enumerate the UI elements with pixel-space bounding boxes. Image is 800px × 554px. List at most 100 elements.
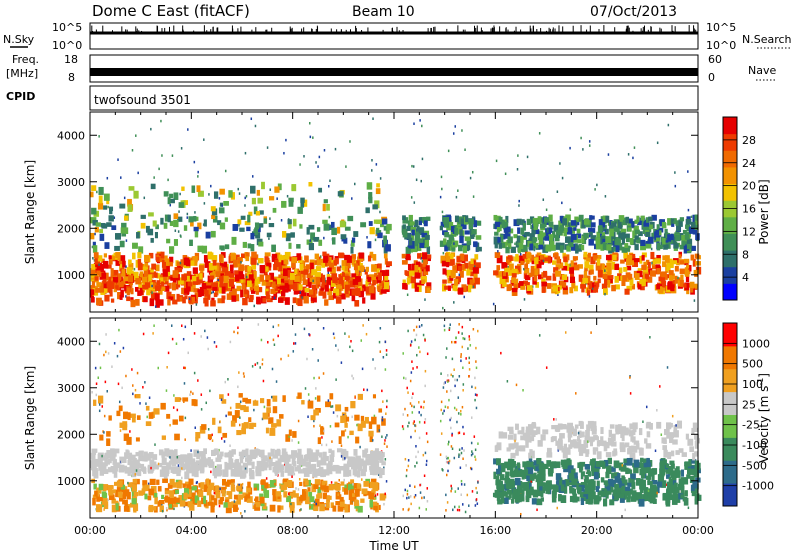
colorbar-tick-label: 8 [742, 248, 749, 261]
data-cell [634, 235, 639, 240]
data-cell [309, 259, 315, 265]
data-cell [136, 415, 141, 420]
data-cell [291, 260, 296, 268]
data-cell [568, 465, 574, 470]
data-cell [330, 481, 333, 484]
data-cell [312, 136, 314, 139]
data-cell [337, 191, 344, 197]
data-cell [327, 288, 333, 296]
data-cell [421, 232, 428, 238]
data-cell [603, 444, 608, 452]
data-cell [618, 480, 625, 488]
data-cell [135, 278, 142, 285]
data-cell [448, 440, 450, 444]
data-cell [685, 274, 690, 283]
data-cell [272, 325, 275, 329]
data-cell [372, 358, 374, 361]
data-cell [468, 368, 471, 371]
data-cell [474, 455, 476, 459]
data-cell [245, 256, 250, 262]
data-cell [659, 227, 664, 233]
data-cell [218, 499, 223, 505]
data-cell [174, 397, 181, 402]
data-cell [384, 439, 386, 442]
data-cell [678, 219, 683, 227]
data-cell [560, 423, 567, 430]
data-cell [323, 429, 325, 433]
data-cell [442, 306, 444, 310]
data-cell [300, 290, 307, 298]
data-cell [180, 259, 185, 267]
data-cell [684, 269, 690, 277]
data-cell [612, 254, 617, 261]
data-cell [102, 492, 108, 498]
data-cell [213, 266, 219, 275]
data-cell [511, 287, 518, 293]
data-cell [453, 224, 457, 232]
data-cell [646, 421, 651, 427]
data-cell [611, 261, 616, 270]
data-cell [257, 197, 264, 204]
data-cell [516, 491, 521, 498]
data-cell [614, 484, 620, 492]
data-cell [517, 430, 523, 435]
data-cell [307, 453, 311, 459]
date-title: 07/Oct/2013 [590, 4, 677, 20]
data-cell [203, 448, 208, 455]
data-cell [555, 473, 562, 480]
data-cell [587, 480, 593, 487]
data-cell [572, 256, 578, 261]
data-cell [384, 340, 387, 344]
data-cell [663, 459, 667, 465]
data-cell [123, 465, 128, 472]
data-cell [632, 422, 638, 430]
data-cell [306, 239, 313, 245]
data-cell [351, 349, 354, 353]
data-cell [447, 149, 450, 153]
data-cell [640, 478, 644, 484]
data-cell [191, 468, 196, 477]
data-cell [416, 353, 418, 357]
data-cell [254, 222, 260, 230]
data-cell [440, 408, 443, 412]
data-cell [604, 195, 607, 198]
data-cell [503, 497, 509, 504]
data-cell [333, 260, 338, 266]
data-cell [323, 255, 328, 263]
data-cell [651, 261, 653, 265]
data-cell [135, 459, 140, 466]
data-cell [120, 289, 124, 298]
data-cell [219, 279, 224, 288]
data-cell [474, 386, 477, 390]
data-cell [341, 430, 345, 437]
data-cell [570, 233, 577, 240]
data-cell [675, 466, 680, 473]
data-cell [592, 491, 596, 500]
data-cell [141, 276, 148, 284]
data-cell [173, 219, 179, 228]
data-cell [694, 253, 700, 259]
data-cell [692, 480, 698, 489]
data-cell [194, 495, 200, 504]
data-cell [285, 233, 291, 242]
data-cell [555, 264, 561, 270]
data-cell [274, 468, 278, 476]
data-cell [187, 351, 189, 355]
beam-title: Beam 10 [352, 4, 415, 20]
data-cell [666, 488, 671, 497]
data-cell [191, 185, 196, 193]
data-cell [139, 271, 144, 278]
data-cell [184, 471, 190, 480]
data-cell [414, 494, 417, 497]
data-cell [677, 483, 682, 489]
data-cell [470, 258, 474, 264]
data-cell [525, 275, 531, 281]
data-cell [244, 289, 249, 295]
data-cell [456, 256, 463, 263]
data-cell [522, 388, 524, 392]
data-cell [547, 461, 552, 467]
data-cell [545, 366, 548, 369]
data-cell [308, 282, 312, 288]
data-cell [560, 262, 564, 269]
data-cell [259, 210, 264, 215]
